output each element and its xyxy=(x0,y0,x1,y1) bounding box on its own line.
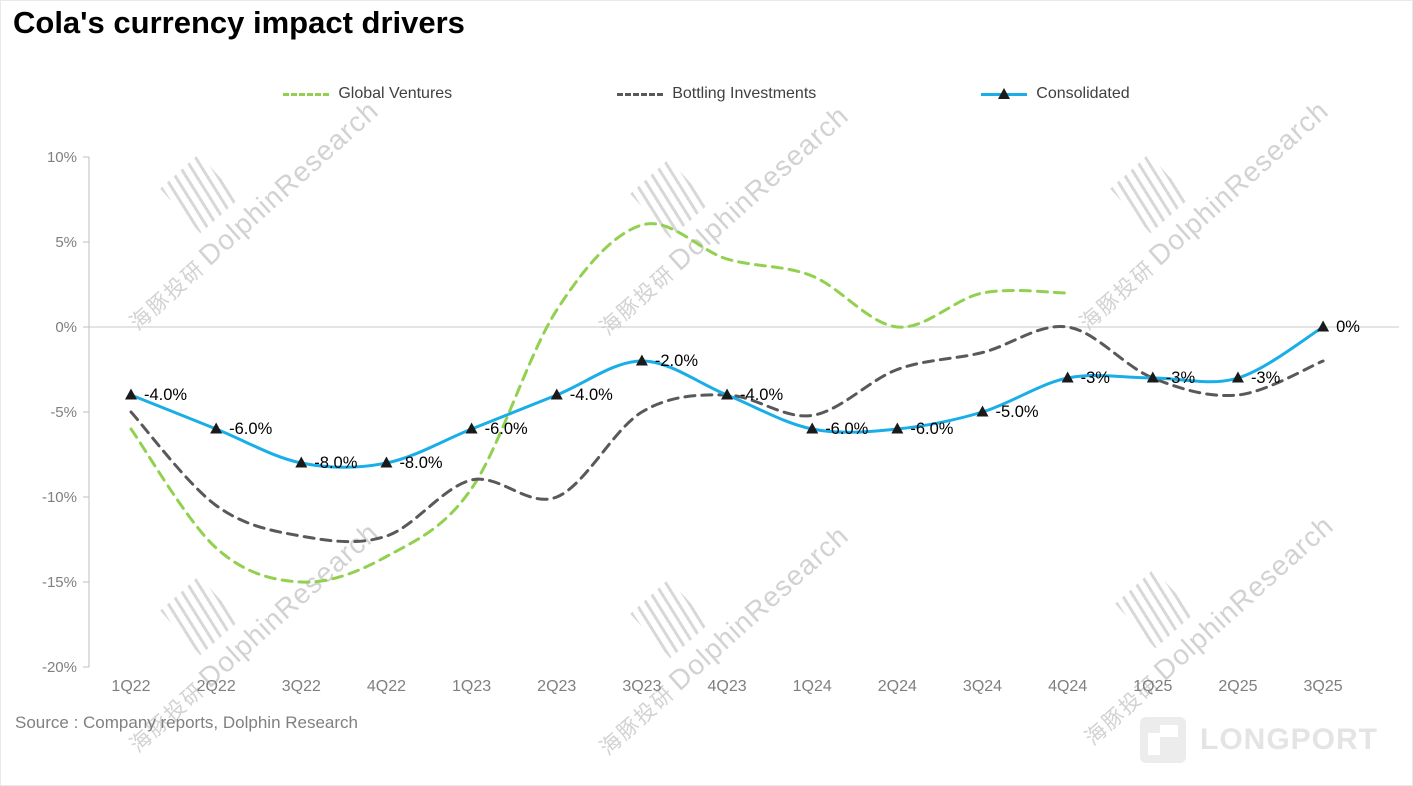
data-label: -3% xyxy=(1251,369,1281,387)
y-tick-label: -10% xyxy=(42,489,77,506)
x-tick-label: 1Q25 xyxy=(1133,678,1172,695)
x-tick-label: 2Q23 xyxy=(537,678,576,695)
longport-wordmark: LONGPORT xyxy=(1200,723,1378,756)
marker-triangle xyxy=(1231,371,1244,383)
marker-triangle xyxy=(380,456,393,468)
series-global-ventures xyxy=(129,222,1070,584)
x-tick-label: 2Q25 xyxy=(1218,678,1257,695)
legend-label-global-ventures: Global Ventures xyxy=(338,85,453,102)
marker-triangle xyxy=(125,388,137,400)
x-tick-label: 3Q22 xyxy=(282,678,321,695)
legend-item-consolidated: Consolidated xyxy=(981,85,1130,103)
marker-triangle xyxy=(976,405,989,417)
x-tick-label: 1Q24 xyxy=(793,678,832,695)
legend: Global Ventures Bottling Investments Con… xyxy=(1,85,1412,103)
marker-triangle xyxy=(550,388,563,400)
y-tick-label: -20% xyxy=(42,659,77,676)
x-tick-label: 2Q24 xyxy=(878,678,917,695)
longport-icon xyxy=(1140,717,1186,763)
x-tick-label: 2Q22 xyxy=(197,678,236,695)
data-label: -6.0% xyxy=(229,420,272,438)
data-label: -2.0% xyxy=(655,352,698,370)
longport-icon-shape xyxy=(1160,725,1178,737)
marker-triangle xyxy=(295,456,308,468)
x-tick-label: 3Q24 xyxy=(963,678,1002,695)
legend-marker-bottling-investments xyxy=(617,92,664,96)
marker-triangle xyxy=(465,422,478,434)
data-label: -3% xyxy=(1166,369,1196,387)
data-label: -6.0% xyxy=(910,420,953,438)
y-tick-label: 5% xyxy=(55,234,77,251)
y-tick-label: -5% xyxy=(50,404,77,421)
x-tick-label: 4Q24 xyxy=(1048,678,1087,695)
legend-marker-global-ventures xyxy=(283,92,330,96)
y-tick-label: -15% xyxy=(42,574,77,591)
x-tick-label: 4Q23 xyxy=(707,678,746,695)
series-bottling-investments xyxy=(129,324,1325,544)
x-tick-label: 3Q25 xyxy=(1304,678,1343,695)
marker-triangle xyxy=(891,422,904,434)
data-label: -8.0% xyxy=(399,454,442,472)
marker-triangle xyxy=(210,422,223,434)
legend-item-bottling-investments: Bottling Investments xyxy=(617,85,816,103)
legend-label-consolidated: Consolidated xyxy=(1036,85,1130,102)
y-tick-label: 10% xyxy=(47,149,77,166)
data-label: -4.0% xyxy=(570,386,613,404)
data-label: 0% xyxy=(1336,318,1360,336)
legend-label-bottling-investments: Bottling Investments xyxy=(672,85,817,102)
source-note: Source : Company reports, Dolphin Resear… xyxy=(15,713,358,732)
data-label: -6.0% xyxy=(825,420,868,438)
marker-triangle xyxy=(806,422,819,434)
triangle-marker-icon xyxy=(998,87,1011,99)
legend-marker-consolidated xyxy=(981,87,1028,99)
data-label: -5.0% xyxy=(996,403,1039,421)
marker-triangle xyxy=(635,354,648,366)
chart-title: Cola's currency impact drivers xyxy=(13,5,465,40)
data-label: -4.0% xyxy=(144,386,187,404)
marker-triangle xyxy=(1317,320,1330,332)
longport-icon-shape xyxy=(1148,733,1160,755)
data-label: -8.0% xyxy=(314,454,357,472)
x-tick-label: 1Q23 xyxy=(452,678,491,695)
data-label: -6.0% xyxy=(485,420,528,438)
y-tick-label: 0% xyxy=(55,319,77,336)
x-tick-label: 4Q22 xyxy=(367,678,406,695)
legend-item-global-ventures: Global Ventures xyxy=(283,85,452,103)
x-tick-label: 3Q23 xyxy=(622,678,661,695)
x-tick-label: 1Q22 xyxy=(111,678,150,695)
marker-triangle xyxy=(1146,371,1159,383)
data-label: -4.0% xyxy=(740,386,783,404)
marker-triangle xyxy=(1061,371,1074,383)
marker-triangle xyxy=(721,388,734,400)
data-label: -3% xyxy=(1081,369,1111,387)
longport-logo: LONGPORT xyxy=(1140,717,1378,763)
